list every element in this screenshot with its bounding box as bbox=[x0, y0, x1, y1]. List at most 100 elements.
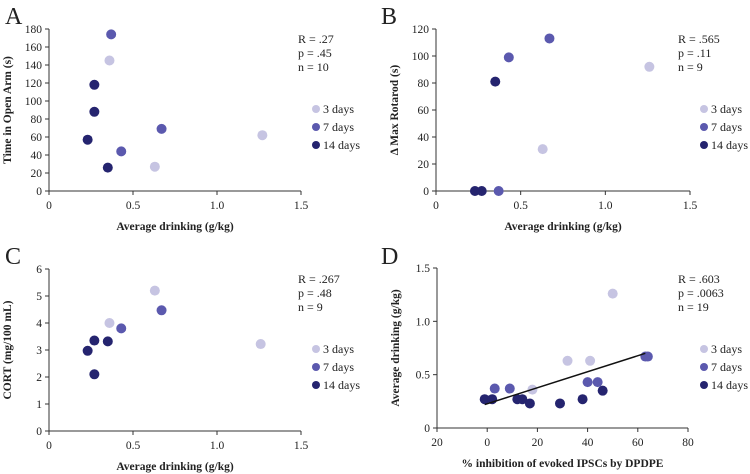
stat-text: R = .267 bbox=[298, 272, 340, 286]
legend-marker bbox=[700, 141, 708, 149]
data-point bbox=[82, 134, 93, 145]
data-point bbox=[89, 369, 100, 380]
x-tick-label: 0.5 bbox=[126, 200, 141, 212]
y-tick-label: 0.5 bbox=[416, 370, 431, 382]
data-point bbox=[607, 288, 618, 299]
y-tick-label: 20 bbox=[31, 168, 43, 180]
y-tick-label: 1 bbox=[36, 399, 42, 411]
data-point bbox=[116, 323, 127, 334]
y-tick-label: 0 bbox=[424, 423, 430, 435]
legend-marker bbox=[700, 123, 708, 131]
x-tick-label: 1.0 bbox=[210, 200, 225, 212]
x-axis-label: Average drinking (g/kg) bbox=[116, 461, 234, 473]
data-point bbox=[489, 383, 500, 394]
panel-letter: B bbox=[381, 4, 397, 30]
y-tick-label: 3 bbox=[36, 345, 42, 357]
data-point bbox=[644, 61, 655, 72]
data-point bbox=[554, 398, 565, 409]
data-point bbox=[149, 161, 160, 172]
y-tick-label: 0 bbox=[36, 426, 42, 438]
data-point bbox=[149, 285, 160, 296]
stat-text: n = 9 bbox=[298, 300, 323, 314]
y-axis-label: Δ Max Rotarod (s) bbox=[389, 65, 401, 156]
data-point bbox=[82, 345, 93, 356]
x-tick-label: 40 bbox=[582, 437, 594, 449]
x-tick-label: 1.5 bbox=[683, 200, 698, 212]
x-tick-label: 0 bbox=[46, 440, 52, 452]
data-point bbox=[503, 52, 514, 63]
data-point bbox=[156, 123, 167, 134]
x-tick-label: 80 bbox=[682, 437, 694, 449]
data-point bbox=[524, 398, 535, 409]
x-tick-label: 1.5 bbox=[294, 440, 309, 452]
data-point bbox=[597, 385, 608, 396]
y-tick-label: 60 bbox=[418, 105, 430, 117]
data-point bbox=[476, 186, 487, 196]
y-tick-label: 40 bbox=[418, 132, 430, 144]
data-point bbox=[582, 377, 593, 388]
y-tick-label: 2 bbox=[36, 372, 42, 384]
stat-text: R = .27 bbox=[298, 32, 334, 46]
data-point bbox=[104, 55, 115, 66]
y-axis-label: Time in Open Arm (s) bbox=[2, 56, 14, 164]
data-point bbox=[116, 146, 127, 157]
legend-label: 14 days bbox=[711, 138, 748, 152]
x-tick-label: 0 bbox=[484, 437, 490, 449]
y-tick-label: 1.5 bbox=[416, 263, 431, 275]
y-tick-label: 100 bbox=[25, 96, 43, 108]
panel-letter: C bbox=[5, 244, 21, 270]
x-axis-label: Average drinking (g/kg) bbox=[504, 221, 622, 233]
legend-marker bbox=[312, 123, 320, 131]
legend-marker bbox=[700, 345, 708, 353]
legend-label: 7 days bbox=[323, 120, 354, 134]
x-tick-label: 0 bbox=[433, 200, 439, 212]
y-tick-label: 5 bbox=[36, 291, 42, 303]
y-tick-label: 20 bbox=[418, 159, 430, 171]
legend-label: 3 days bbox=[323, 102, 354, 116]
y-tick-label: 180 bbox=[25, 24, 43, 36]
legend-marker bbox=[312, 363, 320, 371]
y-tick-label: 160 bbox=[25, 42, 43, 54]
stat-text: n = 10 bbox=[298, 60, 329, 74]
x-tick-label: 1.0 bbox=[210, 440, 225, 452]
legend-label: 14 days bbox=[711, 378, 748, 392]
legend-label: 3 days bbox=[323, 342, 354, 356]
data-point bbox=[577, 394, 588, 405]
x-axis-label: % inhibition of evoked IPSCs by DPDPE bbox=[462, 458, 664, 470]
trend-line bbox=[484, 352, 646, 406]
stat-text: p = .45 bbox=[298, 46, 332, 60]
data-point bbox=[156, 305, 167, 316]
data-point bbox=[89, 79, 100, 90]
y-tick-label: 0 bbox=[36, 186, 42, 198]
y-tick-label: 140 bbox=[25, 60, 43, 72]
data-point bbox=[592, 377, 603, 388]
data-point bbox=[537, 144, 548, 155]
data-point bbox=[106, 29, 117, 40]
legend-label: 7 days bbox=[323, 360, 354, 374]
panel-letter: D bbox=[381, 244, 398, 270]
legend-marker bbox=[312, 105, 320, 113]
y-tick-label: 100 bbox=[412, 51, 430, 63]
data-point bbox=[89, 106, 100, 117]
y-tick-label: 60 bbox=[31, 132, 43, 144]
y-tick-label: 80 bbox=[31, 114, 43, 126]
y-tick-label: 1.0 bbox=[416, 316, 431, 328]
data-point bbox=[504, 383, 515, 394]
data-point bbox=[104, 318, 115, 328]
legend-marker bbox=[312, 141, 320, 149]
x-tick-label: 0.5 bbox=[126, 440, 141, 452]
y-tick-label: 6 bbox=[36, 264, 42, 276]
stat-text: p = .11 bbox=[678, 46, 711, 60]
legend-marker bbox=[312, 381, 320, 389]
x-axis-label: Average drinking (g/kg) bbox=[116, 221, 234, 233]
y-tick-label: 40 bbox=[31, 150, 43, 162]
stat-text: p = .48 bbox=[298, 286, 332, 300]
stat-text: n = 9 bbox=[678, 60, 703, 74]
y-tick-label: 0 bbox=[423, 186, 429, 198]
x-tick-label: 20 bbox=[532, 437, 544, 449]
data-point bbox=[544, 33, 555, 44]
x-tick-label: 0 bbox=[46, 200, 52, 212]
data-point bbox=[490, 76, 501, 87]
data-point bbox=[562, 355, 573, 366]
legend-marker bbox=[312, 345, 320, 353]
